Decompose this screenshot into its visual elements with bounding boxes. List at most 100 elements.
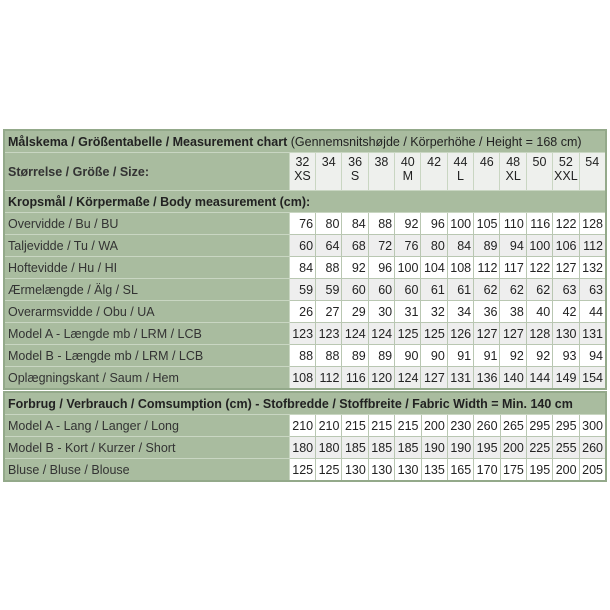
value-cell: 90 [394, 344, 422, 367]
size-column-header: 50 [525, 152, 554, 191]
value-cell: 190 [420, 436, 448, 459]
value-cell: 94 [499, 234, 527, 257]
body-measurement-header-row: Kropsmål / Körpermaße / Body measurement… [3, 190, 607, 213]
value-cell: 210 [315, 414, 343, 437]
value-cell: 89 [473, 234, 501, 257]
value-cell: 60 [341, 278, 369, 301]
value-cell: 88 [315, 344, 343, 367]
size-column-header: 48 XL [499, 152, 527, 191]
value-cell: 185 [367, 436, 396, 459]
measurement-title-row: Målskema / Größentabelle / Measurement c… [3, 129, 607, 153]
value-cell: 84 [341, 212, 369, 235]
table-row: Model B - Kort / Kurzer / Short 180 180 185… [3, 436, 607, 459]
size-column-header: 54 [578, 152, 607, 191]
size-column-header: 46 [473, 152, 501, 191]
value-cell: 215 [341, 414, 369, 437]
row-label: Taljevidde / Tu / WA [3, 234, 290, 257]
size-number: 46 [479, 155, 494, 169]
table-row: Oplægningskant / Saum / Hem 108 112 116 120 1… [3, 366, 607, 390]
value-cell: 92 [394, 212, 422, 235]
value-cell: 144 [525, 366, 554, 390]
value-cell: 124 [394, 366, 422, 390]
value-cell: 38 [499, 300, 527, 323]
value-cell: 42 [552, 300, 580, 323]
value-cell: 62 [473, 278, 501, 301]
table-row: Model A - Lang / Langer / Long 210 210 215 2… [3, 414, 607, 437]
title-bold: Målskema / Größentabelle / Measurement c… [8, 134, 288, 149]
value-cell: 44 [578, 300, 607, 323]
value-cell: 108 [288, 366, 317, 390]
size-column-header: 34 [315, 152, 343, 191]
value-cell: 116 [525, 212, 554, 235]
value-cell: 100 [525, 234, 554, 257]
value-cell: 130 [552, 322, 580, 345]
value-cell: 93 [552, 344, 580, 367]
value-cell: 130 [394, 458, 422, 482]
value-cell: 170 [473, 458, 501, 482]
value-cell: 76 [394, 234, 422, 257]
value-cell: 190 [446, 436, 475, 459]
value-cell: 84 [288, 256, 317, 279]
value-cell: 300 [578, 414, 607, 437]
row-label: Overarmsvidde / Obu / UA [3, 300, 290, 323]
row-label: Ærmelængde / Älg / SL [3, 278, 290, 301]
value-cell: 131 [446, 366, 475, 390]
value-cell: 100 [446, 212, 475, 235]
consumption-table: Forbrug / Verbrauch / Comsumption (cm) -… [3, 391, 607, 482]
value-cell: 230 [446, 414, 475, 437]
value-cell: 215 [367, 414, 396, 437]
row-label: Bluse / Bluse / Blouse [3, 458, 290, 482]
size-number: 54 [585, 155, 600, 169]
value-cell: 175 [499, 458, 527, 482]
value-cell: 116 [341, 366, 369, 390]
size-number: 42 [427, 155, 442, 169]
value-cell: 89 [367, 344, 396, 367]
value-cell: 72 [367, 234, 396, 257]
value-cell: 165 [446, 458, 475, 482]
value-cell: 40 [525, 300, 554, 323]
table-row: Model B - Længde mb / LRM / LCB 88 88 89 89 9… [3, 344, 607, 367]
value-cell: 64 [315, 234, 343, 257]
value-cell: 124 [341, 322, 369, 345]
value-cell: 27 [315, 300, 343, 323]
value-cell: 92 [499, 344, 527, 367]
value-cell: 60 [394, 278, 422, 301]
size-number: 36 [348, 155, 363, 169]
table-row: Hoftevidde / Hu / HI 84 88 92 96 100 104 108 112… [3, 256, 607, 279]
value-cell: 136 [473, 366, 501, 390]
value-cell: 90 [420, 344, 448, 367]
value-cell: 112 [473, 256, 501, 279]
value-cell: 295 [552, 414, 580, 437]
value-cell: 210 [288, 414, 317, 437]
value-cell: 260 [578, 436, 607, 459]
value-cell: 62 [499, 278, 527, 301]
value-cell: 128 [578, 212, 607, 235]
size-column-header: 32 XS [288, 152, 317, 191]
value-cell: 76 [288, 212, 317, 235]
value-cell: 117 [499, 256, 527, 279]
value-cell: 123 [315, 322, 343, 345]
value-cell: 62 [525, 278, 554, 301]
size-label: Størrelse / Größe / Size: [3, 152, 290, 191]
table-row: Overvidde / Bu / BU 76 80 84 88 92 96 100 105 110… [3, 212, 607, 235]
value-cell: 63 [578, 278, 607, 301]
value-cell: 92 [525, 344, 554, 367]
size-letter: XL [505, 169, 521, 183]
value-cell: 31 [394, 300, 422, 323]
row-label: Model A - Lang / Langer / Long [3, 414, 290, 437]
size-column-header: 40 M [394, 152, 422, 191]
value-cell: 120 [367, 366, 396, 390]
value-cell: 108 [446, 256, 475, 279]
size-number: 52 [558, 155, 573, 169]
value-cell: 112 [315, 366, 343, 390]
value-cell: 94 [578, 344, 607, 367]
value-cell: 105 [473, 212, 501, 235]
value-cell: 112 [578, 234, 607, 257]
value-cell: 125 [420, 322, 448, 345]
size-column-header: 38 [367, 152, 396, 191]
size-column-header: 52 XXL [552, 152, 580, 191]
value-cell: 122 [525, 256, 554, 279]
value-cell: 59 [315, 278, 343, 301]
size-letter: XS [294, 169, 311, 183]
size-number: 32 [295, 155, 310, 169]
